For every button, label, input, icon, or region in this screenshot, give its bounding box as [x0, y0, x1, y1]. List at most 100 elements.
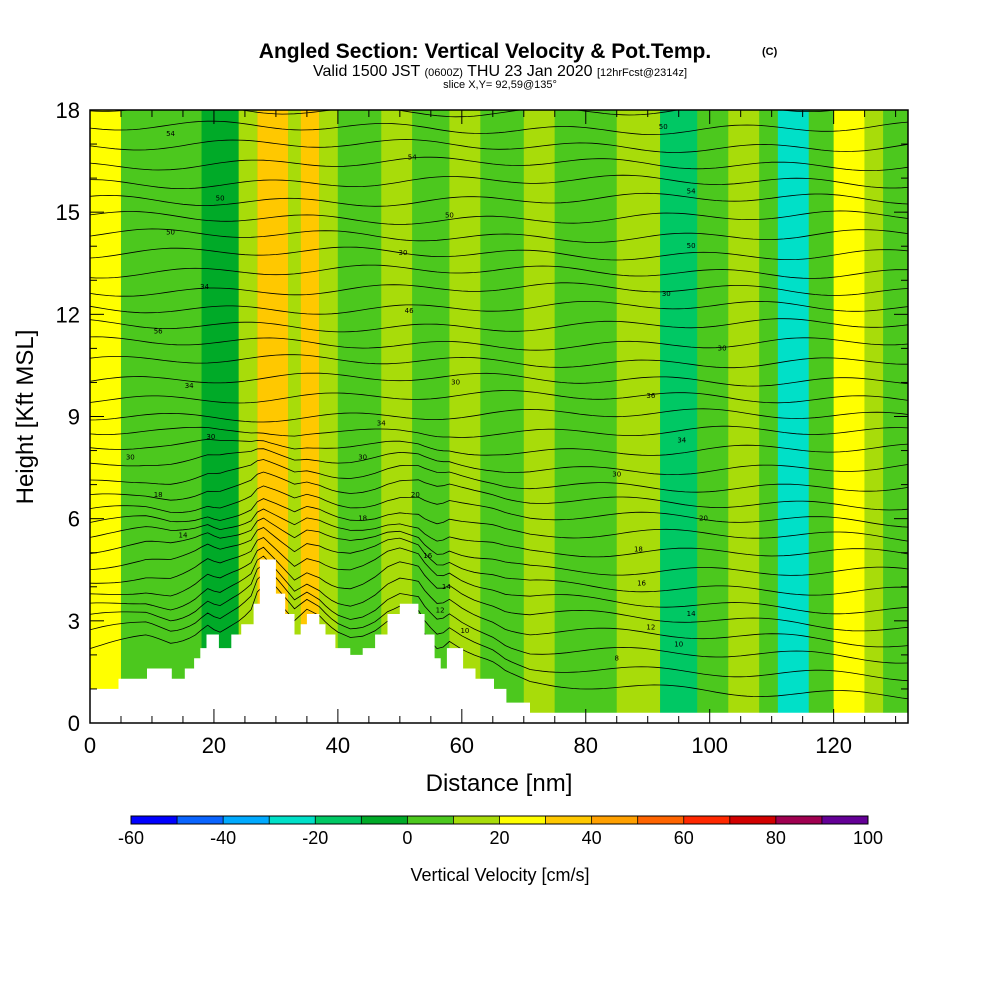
colorbar-swatch — [729, 816, 776, 824]
contour-label: 50 — [659, 123, 668, 131]
contour-label: 54 — [408, 154, 417, 162]
contour-label: 18 — [358, 515, 367, 523]
isentrope-line — [90, 438, 908, 456]
isentrope-line — [90, 156, 908, 171]
isentrope-line — [90, 408, 908, 423]
title-units: (C) — [762, 46, 778, 58]
colorbar-swatch — [407, 816, 454, 824]
isentrope-line — [90, 471, 908, 511]
chart-title: Angled Section: Vertical Velocity & Pot.… — [259, 40, 711, 63]
isentrope-line — [90, 372, 908, 387]
contour-label: 8 — [615, 654, 619, 662]
isentrope-line — [90, 425, 908, 438]
x-tick-label: 80 — [574, 733, 598, 758]
y-axis-label: Height [Kft MSL] — [12, 330, 39, 505]
velocity-column — [120, 110, 165, 723]
isentrope-line — [90, 485, 908, 528]
isentrope-line — [90, 573, 908, 682]
isentrope-line — [90, 110, 839, 118]
velocity-fill-layer — [90, 110, 908, 723]
colorbar-swatch — [453, 816, 500, 824]
velocity-column — [288, 110, 301, 723]
isentrope-line — [90, 546, 908, 632]
contour-label: 16 — [423, 552, 432, 560]
colorbar-swatch — [177, 816, 224, 824]
valid-utc: (0600Z) — [424, 67, 463, 79]
colorbar-swatch — [683, 816, 730, 824]
colorbar-label: Vertical Velocity [cm/s] — [410, 865, 589, 885]
colorbar-tick-label: -20 — [302, 828, 328, 848]
forecast-info: [12hrFcst@2314z] — [597, 67, 687, 79]
isentrope-line — [90, 537, 908, 615]
isentrope-line — [90, 498, 908, 542]
colorbar-tick-label: 80 — [766, 828, 786, 848]
velocity-column — [319, 110, 338, 723]
velocity-column — [480, 110, 524, 723]
contour-label: 46 — [405, 307, 414, 315]
isentrope-line — [90, 390, 908, 404]
velocity-column — [728, 110, 760, 723]
colorbar-swatch — [637, 816, 684, 824]
isentrope-line — [90, 282, 908, 297]
colorbar-tick-label: 40 — [582, 828, 602, 848]
y-tick-label: 9 — [68, 405, 80, 430]
contour-label: 30 — [662, 290, 671, 298]
contour-label: 12 — [646, 624, 655, 632]
contour-label: 20 — [411, 491, 420, 499]
valid-line: Valid 1500 JST (0600Z) THU 23 Jan 2020 [… — [313, 63, 687, 80]
isentrope-line — [90, 336, 908, 351]
isentrope-line — [90, 517, 908, 576]
x-tick-label: 0 — [84, 733, 96, 758]
contour-label: 14 — [442, 583, 451, 591]
colorbar-tick-label: 100 — [853, 828, 883, 848]
colorbar-tick-label: 20 — [489, 828, 509, 848]
plot-area: 54 50 50 34 56 34 30 30 18 14 54 50 30 46 30 34 30 20 18 16… — [90, 110, 908, 723]
isentrope-line — [90, 448, 908, 476]
contour-label: 34 — [377, 419, 386, 427]
isentrope-line — [90, 174, 908, 190]
y-tick-label: 12 — [56, 302, 80, 327]
contour-label: 34 — [185, 382, 194, 390]
isentrope-line — [90, 508, 908, 558]
velocity-column — [660, 110, 698, 723]
isentrope-line — [90, 585, 908, 700]
isentrope-line — [90, 563, 908, 664]
contour-label: 20 — [699, 515, 708, 523]
valid-prefix: Valid 1500 JST — [313, 63, 421, 80]
contour-label: 30 — [451, 378, 460, 386]
isentrope-line — [90, 228, 908, 243]
contour-label: 10 — [460, 627, 469, 635]
isentrope-line — [90, 246, 908, 261]
colorbar-swatch — [591, 816, 638, 824]
contour-label-layer: 54 50 50 34 56 34 30 30 18 14 54 50 30 46 30 34 30 20 18 16… — [126, 123, 727, 662]
x-tick-label: 40 — [326, 733, 350, 758]
contour-label: 30 — [612, 470, 621, 478]
colorbar-tick-label: 60 — [674, 828, 694, 848]
isentrope-layer — [90, 110, 908, 700]
y-tick-labels: 0 3 6 9 12 15 18 — [56, 98, 80, 736]
velocity-column — [777, 110, 809, 723]
contour-label: 50 — [687, 242, 696, 250]
axis-ticks — [89, 109, 908, 724]
colorbar-swatch — [269, 816, 316, 824]
contour-label: 36 — [646, 392, 655, 400]
contour-label: 18 — [634, 545, 643, 553]
velocity-column — [697, 110, 729, 723]
x-tick-label: 100 — [691, 733, 728, 758]
contour-label: 12 — [436, 607, 445, 615]
contour-label: 34 — [677, 436, 686, 444]
contour-label: 14 — [687, 610, 696, 618]
isentrope-line — [90, 318, 908, 333]
contour-label: 18 — [154, 491, 163, 499]
velocity-column — [864, 110, 884, 723]
isentrope-line — [90, 192, 908, 207]
contour-label: 30 — [358, 453, 367, 461]
x-tick-labels: 0 20 40 60 80 100 120 — [84, 733, 852, 758]
isentrope-line — [90, 264, 908, 279]
contour-label: 56 — [154, 327, 163, 335]
isentrope-line — [90, 555, 908, 648]
isentrope-line — [90, 354, 908, 369]
x-tick-label: 60 — [450, 733, 474, 758]
y-tick-label: 15 — [56, 200, 80, 225]
colorbar-tick-labels: -60 -40 -20 0 20 40 60 80 100 — [118, 828, 883, 848]
